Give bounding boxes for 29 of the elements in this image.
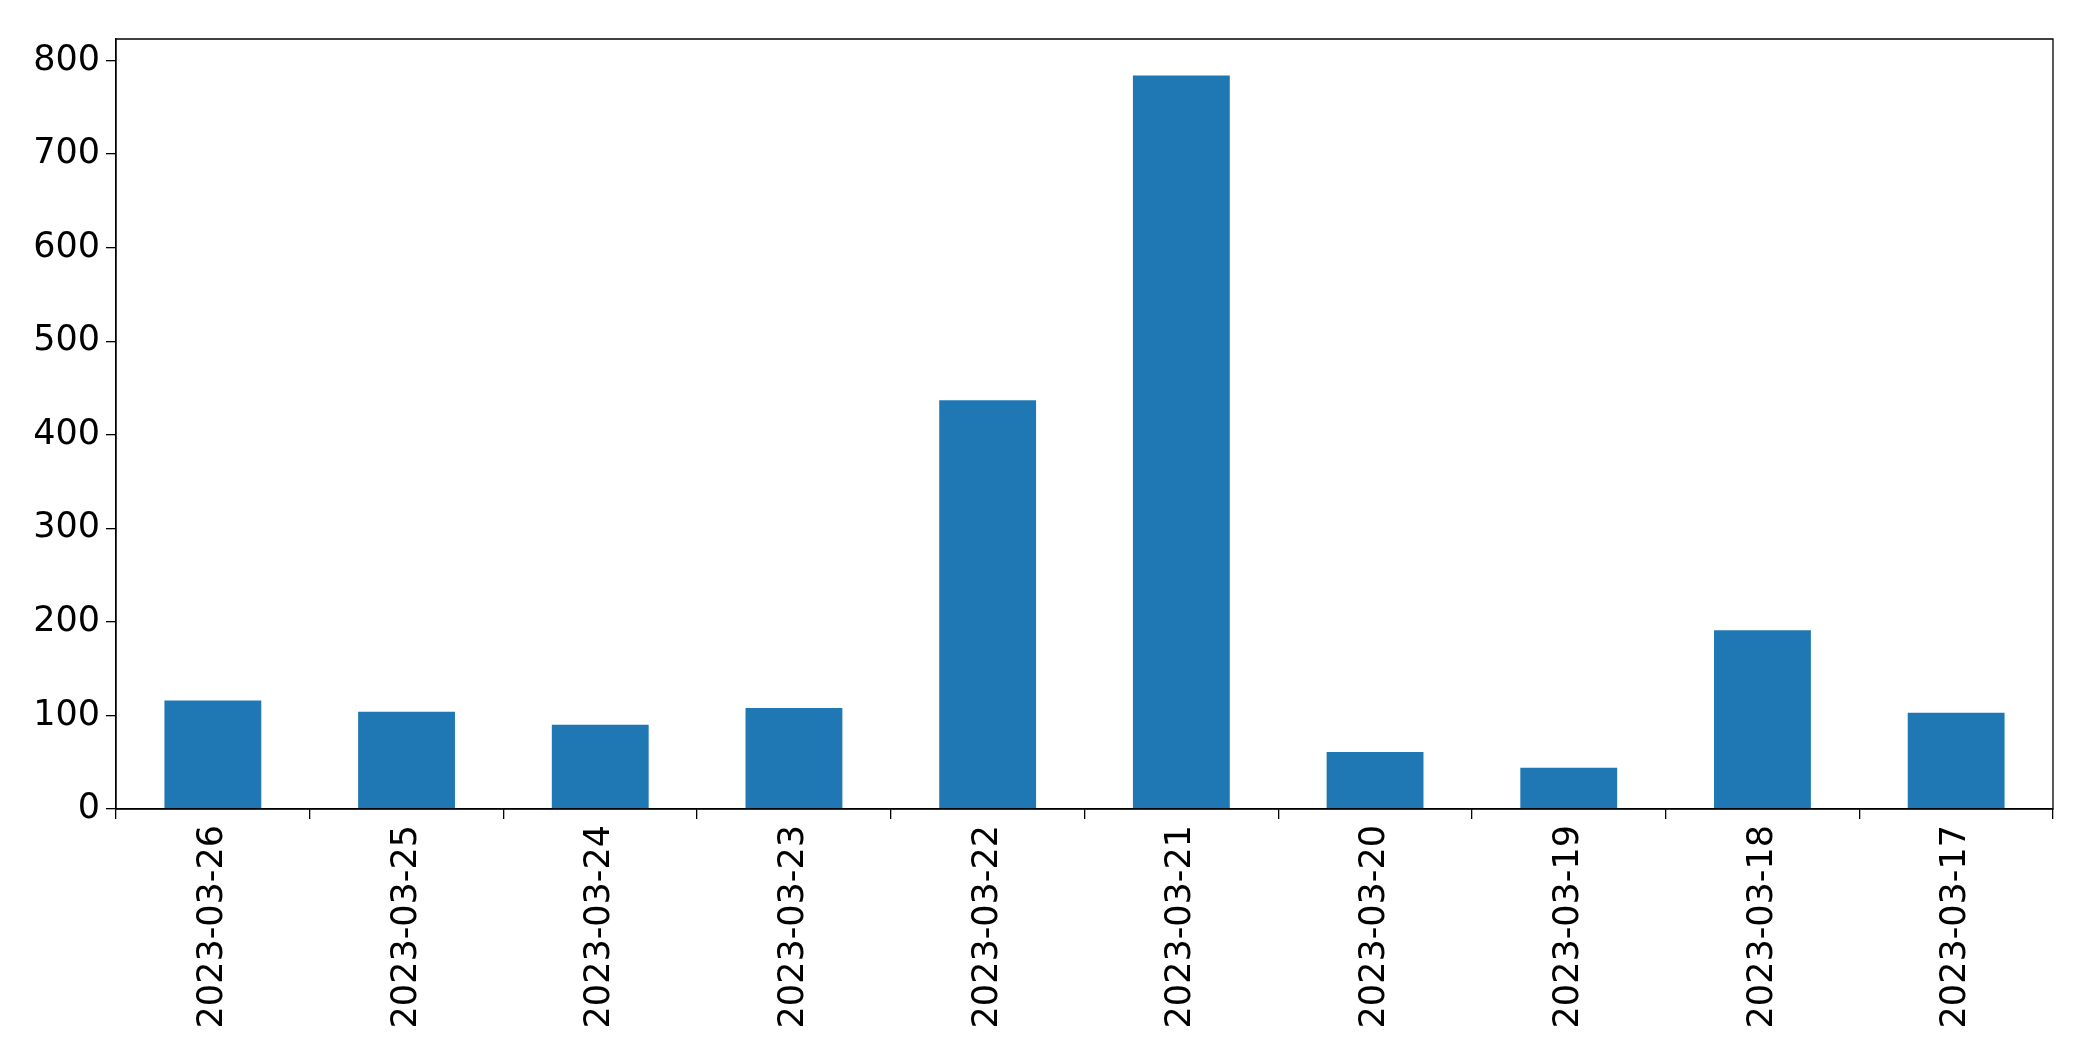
x-tick-label: 2023-03-21 (1158, 825, 1199, 1029)
bar (1907, 712, 2005, 809)
x-tick-label: 2023-03-25 (383, 825, 424, 1029)
bar (1132, 75, 1230, 809)
x-tick-label: 2023-03-23 (771, 825, 812, 1029)
x-tick-label: 2023-03-24 (577, 825, 618, 1029)
y-tick-label: 100 (33, 692, 100, 733)
bar (1520, 767, 1618, 809)
bar (164, 700, 262, 809)
y-tick-label: 400 (33, 411, 100, 452)
bar (939, 400, 1037, 809)
bar (745, 707, 843, 809)
y-tick-label: 0 (77, 786, 100, 827)
y-tick-label: 700 (33, 131, 100, 172)
bar (1326, 751, 1424, 809)
y-tick-label: 200 (33, 598, 100, 639)
y-tick-label: 600 (33, 224, 100, 265)
x-tick-label: 2023-03-18 (1739, 825, 1780, 1029)
x-tick-label: 2023-03-17 (1933, 825, 1974, 1029)
x-tick-label: 2023-03-26 (189, 825, 230, 1029)
bar (551, 724, 649, 809)
y-tick-label: 800 (33, 37, 100, 78)
x-tick-label: 2023-03-19 (1545, 825, 1586, 1029)
bar (358, 711, 455, 809)
bar (1714, 630, 1811, 809)
y-tick-label: 300 (33, 505, 100, 546)
x-tick-label: 2023-03-20 (1352, 825, 1393, 1029)
x-tick-label: 2023-03-22 (964, 825, 1005, 1029)
y-tick-label: 500 (33, 318, 100, 359)
